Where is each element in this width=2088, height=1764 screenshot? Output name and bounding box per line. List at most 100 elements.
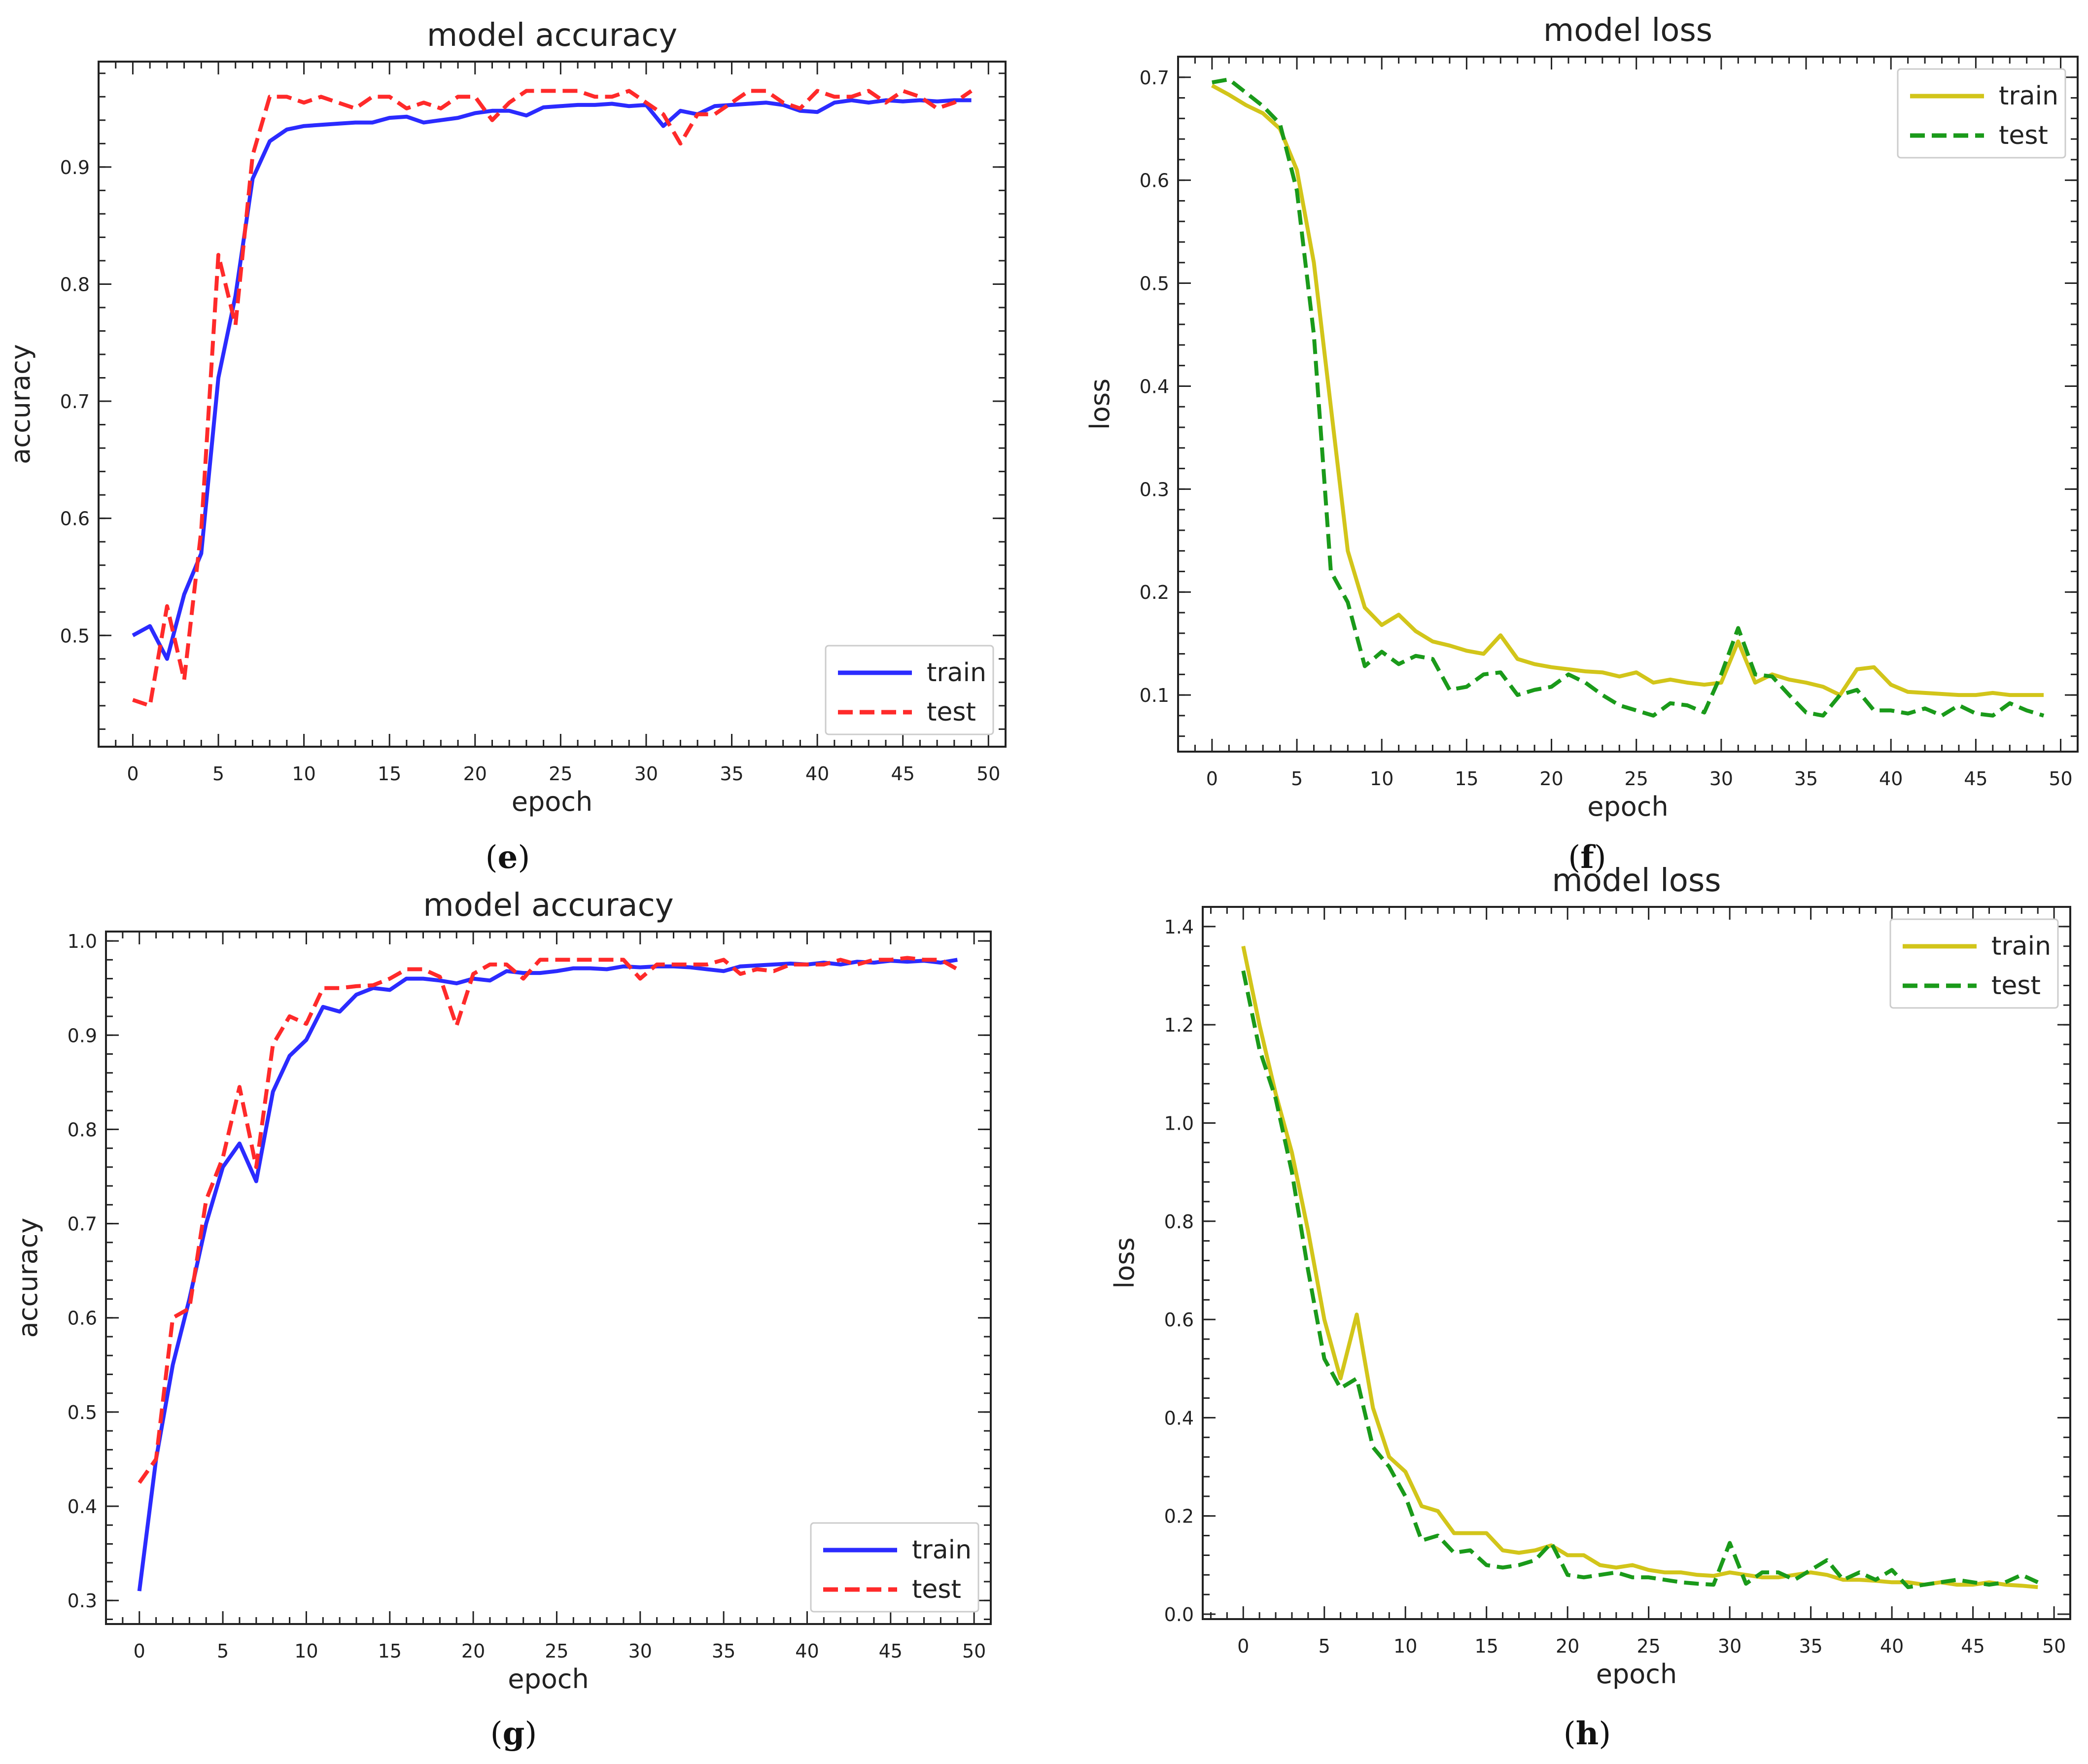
x-tick-label: 20	[1539, 768, 1563, 790]
series-line-train	[132, 98, 972, 661]
y-tick-label: 0.7	[60, 391, 90, 413]
legend-label: test	[927, 697, 976, 727]
y-tick-label: 0.7	[68, 1213, 97, 1235]
y-tick-label: 0.7	[1140, 67, 1169, 89]
y-tick-label: 0.3	[1140, 479, 1169, 500]
x-tick-label: 30	[1709, 768, 1733, 790]
y-tick-label: 1.0	[1164, 1112, 1194, 1134]
plot-frame	[105, 931, 992, 1625]
y-tick-label: 0.5	[1140, 273, 1169, 295]
x-tick-label: 5	[1291, 768, 1303, 790]
x-tick-label: 30	[628, 1640, 652, 1662]
y-axis-label: loss	[1109, 1237, 1140, 1288]
y-tick-label: 0.4	[68, 1496, 97, 1518]
x-tick-label: 0	[127, 763, 139, 785]
series-line-train	[1241, 945, 2038, 1590]
y-tick-label: 1.0	[68, 931, 97, 952]
x-tick-label: 35	[1794, 768, 1818, 790]
x-tick-label: 5	[217, 1640, 229, 1662]
x-tick-label: 40	[1879, 768, 1903, 790]
y-tick-label: 0.9	[60, 157, 90, 178]
y-tick-label: 0.5	[60, 625, 90, 647]
legend-label: train	[1999, 81, 2058, 111]
chart-f: 0 5 10 15 20 25 30 35 40 45 50 0.1 0.2 0.3 0.4 0.5 0.6 0.…	[1084, 12, 2079, 822]
plot-frame	[98, 61, 1007, 748]
legend-label: test	[1991, 971, 2041, 1001]
chart-title: model loss	[1543, 12, 1712, 49]
y-tick-label: 1.4	[1164, 916, 1194, 938]
x-tick-label: 45	[891, 763, 915, 785]
legend-label: train	[927, 658, 986, 688]
plot-frame	[1177, 56, 2079, 753]
x-axis-label: epoch	[512, 786, 592, 817]
x-tick-label: 50	[2049, 768, 2072, 790]
x-tick-label: 10	[292, 763, 315, 785]
x-axis-label: epoch	[1587, 791, 1668, 822]
legend: train test	[1897, 68, 2066, 159]
x-tick-label: 5	[1319, 1635, 1330, 1657]
legend-label: train	[912, 1535, 972, 1565]
x-tick-label: 0	[134, 1640, 145, 1662]
chart-title: model accuracy	[423, 887, 673, 924]
y-tick-label: 0.6	[68, 1308, 97, 1329]
y-tick-label: 0.1	[1140, 685, 1169, 706]
series-line-test	[132, 89, 973, 708]
y-tick-label: 0.6	[60, 508, 90, 530]
legend-label: test	[912, 1575, 961, 1604]
x-tick-label: 0	[1237, 1635, 1249, 1657]
x-tick-label: 10	[1370, 768, 1393, 790]
legend: train test	[810, 1522, 979, 1613]
x-tick-label: 15	[1475, 1635, 1498, 1657]
chart-title: model loss	[1552, 863, 1721, 899]
caption-e: (e)	[485, 839, 530, 876]
y-tick-label: 0.8	[68, 1119, 97, 1141]
x-tick-label: 20	[463, 763, 487, 785]
y-tick-label: 0.2	[1164, 1506, 1194, 1527]
y-tick-label: 0.8	[1164, 1211, 1194, 1233]
x-tick-label: 50	[2042, 1635, 2066, 1657]
y-tick-label: 0.9	[68, 1025, 97, 1046]
x-tick-label: 35	[720, 763, 743, 785]
y-axis-label: loss	[1084, 379, 1115, 430]
y-tick-label: 0.4	[1140, 376, 1169, 397]
series-line-train	[137, 958, 958, 1591]
legend: train test	[1889, 918, 2059, 1009]
y-tick-label: 0.0	[1164, 1604, 1194, 1626]
y-tick-label: 0.2	[1140, 582, 1169, 603]
y-tick-label: 0.5	[68, 1402, 97, 1423]
legend: train test	[825, 645, 994, 735]
y-tick-label: 0.8	[60, 274, 90, 295]
y-axis-label: accuracy	[5, 344, 36, 464]
x-tick-label: 25	[1636, 1635, 1660, 1657]
y-tick-label: 0.3	[68, 1590, 97, 1612]
y-axis-label: accuracy	[12, 1218, 43, 1338]
series-line-test	[138, 956, 959, 1484]
y-tick-label: 0.4	[1164, 1407, 1194, 1429]
x-tick-label: 50	[962, 1640, 986, 1662]
x-tick-label: 25	[1625, 768, 1648, 790]
x-tick-label: 40	[805, 763, 829, 785]
caption-h: (h)	[1563, 1715, 1611, 1752]
x-tick-label: 15	[1455, 768, 1478, 790]
x-tick-label: 50	[976, 763, 1000, 785]
x-tick-label: 30	[1718, 1635, 1741, 1657]
x-tick-label: 15	[378, 1640, 402, 1662]
x-tick-label: 45	[1964, 768, 1987, 790]
chart-title: model accuracy	[427, 17, 677, 54]
y-tick-label: 1.2	[1164, 1014, 1194, 1036]
x-tick-label: 35	[1799, 1635, 1822, 1657]
x-tick-label: 15	[378, 763, 401, 785]
x-tick-label: 40	[1880, 1635, 1904, 1657]
chart-g: 0 5 10 15 20 25 30 35 40 45 50 0.3 0.4 0.5 0.6 0.7 0.8 0.…	[12, 887, 992, 1695]
x-tick-label: 45	[1961, 1635, 1984, 1657]
chart-e: 0 5 10 15 20 25 30 35 40 45 50 0.5 0.6 0.7 0.8 0.9 model…	[5, 17, 1007, 817]
x-tick-label: 40	[795, 1640, 819, 1662]
x-tick-label: 45	[879, 1640, 903, 1662]
x-tick-label: 0	[1206, 768, 1218, 790]
series-line-train	[1211, 83, 2044, 697]
series-line-test	[1241, 970, 2039, 1590]
x-axis-label: epoch	[508, 1663, 589, 1695]
y-tick-label: 0.6	[1140, 170, 1169, 192]
x-tick-label: 20	[1556, 1635, 1579, 1657]
